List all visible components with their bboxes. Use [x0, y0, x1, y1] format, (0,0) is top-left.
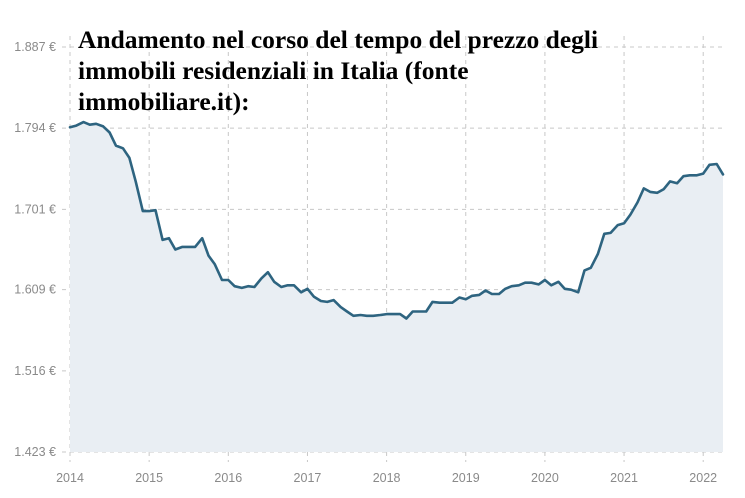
x-tick-label: 2015	[135, 471, 163, 485]
x-tick-label: 2018	[373, 471, 401, 485]
chart-title-line-3: immobiliare.it):	[78, 87, 250, 116]
x-axis-ticks: 2014 2015 2016 2017 2018 2019 2020 2021 2022	[56, 471, 717, 485]
price-series-line	[68, 120, 725, 320]
chart-title: Andamento nel corso del tempo del prezzo…	[78, 24, 678, 117]
x-tick-label: 2019	[452, 471, 480, 485]
x-tick-label: 2021	[610, 471, 638, 485]
y-tick-label: 1.609 €	[14, 283, 56, 297]
x-tick-label: 2016	[214, 471, 242, 485]
x-tick-label: 2020	[531, 471, 559, 485]
x-tick-label: 2017	[294, 471, 322, 485]
price-area-fill	[70, 122, 723, 452]
y-tick-label: 1.887 €	[14, 40, 56, 54]
y-axis-ticks: 1.423 € 1.516 € 1.609 € 1.701 € 1.794 € 1.887…	[14, 40, 56, 459]
chart-title-line-1: Andamento nel corso del tempo del prezzo…	[78, 25, 599, 54]
x-tick-label: 2022	[689, 471, 717, 485]
x-tick-label: 2014	[56, 471, 84, 485]
y-tick-label: 1.423 €	[14, 445, 56, 459]
chart-title-line-2: immobili residenziali in Italia (fonte	[78, 56, 469, 85]
y-tick-label: 1.794 €	[14, 121, 56, 135]
y-tick-label: 1.701 €	[14, 202, 56, 216]
y-tick-label: 1.516 €	[14, 364, 56, 378]
